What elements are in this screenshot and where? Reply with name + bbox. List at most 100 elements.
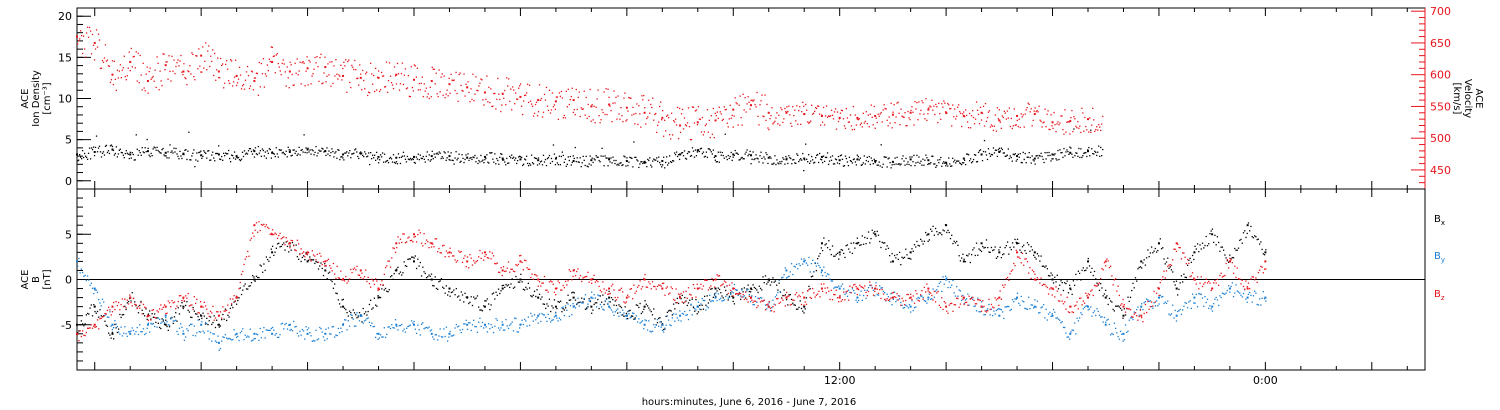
velocity-sample [188,70,190,73]
series-sample [142,303,145,306]
series-sample [586,275,588,278]
density-sample [471,158,473,161]
density-sample [647,158,649,161]
series-sample [430,246,433,248]
density-sample [508,162,510,164]
density-sample [862,162,864,164]
series-sample [557,320,559,322]
velocity-sample [624,92,626,94]
density-sample [715,161,717,163]
series-sample [1184,276,1186,278]
velocity-sample [444,97,446,99]
velocity-sample [809,121,811,124]
velocity-sample [308,59,310,62]
density-sample [850,160,853,163]
series-sample [448,336,450,338]
series-sample [689,309,691,312]
velocity-sample [746,103,748,105]
velocity-sample [458,73,460,76]
series-sample [732,300,734,303]
series-sample [350,268,352,271]
density-sample [356,151,358,153]
density-sample [916,154,918,157]
series-sample [233,301,235,303]
series-sample [1061,321,1063,323]
density-sample [837,155,840,158]
series-sample [1219,295,1221,297]
velocity-sample [1014,124,1016,126]
series-sample [526,288,528,290]
velocity-sample [890,102,892,105]
density-sample [152,148,154,150]
density-sample [163,154,165,156]
series-sample [564,307,567,309]
density-sample [886,166,888,168]
series-sample [434,276,436,278]
velocity-point [661,116,664,119]
velocity-sample [613,90,615,92]
series-sample [259,229,261,232]
density-sample [608,157,610,159]
velocity-sample [1001,115,1004,117]
density-sample [690,154,693,157]
series-point [235,332,238,335]
series-sample [566,284,568,286]
density-sample [428,154,430,156]
series-sample [929,298,932,301]
series-sample [327,272,330,274]
velocity-sample [360,73,362,75]
velocity-sample [752,100,754,102]
density-sample [825,156,828,159]
series-sample [530,295,532,297]
velocity-sample [234,59,237,61]
density-sample [911,156,913,158]
series-sample [370,299,372,301]
velocity-sample [557,118,560,120]
series-sample [803,258,805,260]
series-sample [1246,301,1248,303]
velocity-sample [818,113,821,115]
density-sample [1001,148,1004,151]
series-sample [314,255,316,257]
series-sample [1047,313,1050,315]
series-sample [972,298,974,301]
density-sample [88,147,91,149]
density-sample [1038,154,1040,157]
series-sample [1167,300,1169,302]
velocity-sample [1013,108,1015,110]
series-sample [131,327,133,329]
velocity-sample [347,60,349,63]
series-sample [351,314,353,317]
series-sample [527,268,529,270]
series-sample [1153,302,1155,304]
series-sample [862,243,865,245]
density-sample [671,160,674,162]
series-sample [949,237,952,240]
series-sample [194,313,197,315]
series-sample [473,319,475,321]
series-sample [286,328,289,330]
series-sample [209,316,212,318]
density-sample [453,163,455,165]
series-sample [125,308,127,311]
series-sample [1080,312,1082,314]
series-point [537,314,540,317]
velocity-sample [472,73,474,75]
series-sample [515,275,517,278]
density-sample [986,158,989,161]
velocity-sample [1003,110,1006,112]
series-sample [1230,285,1232,288]
series-sample [504,286,506,289]
series-sample [712,296,714,299]
series-sample [451,291,454,293]
series-sample [170,317,172,319]
series-sample [555,311,557,314]
velocity-point [430,80,433,83]
density-sample [713,156,715,159]
density-sample [272,152,274,155]
series-sample [1087,309,1089,311]
series-sample [491,293,493,295]
density-sample [796,153,798,155]
series-sample [861,235,863,237]
series-sample [399,324,402,327]
